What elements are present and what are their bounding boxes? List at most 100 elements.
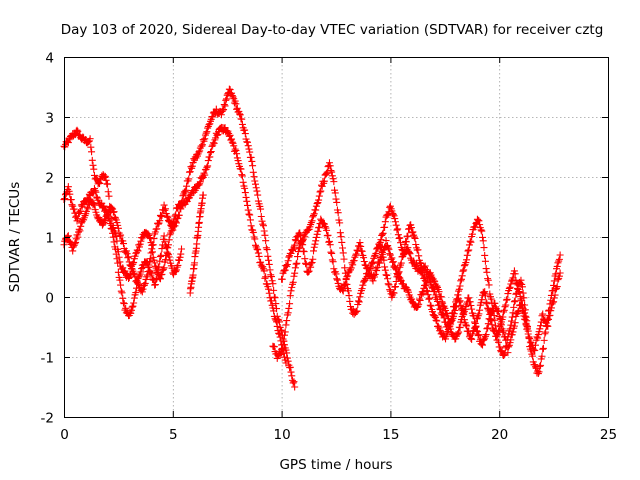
data-point <box>310 247 318 255</box>
data-point <box>479 288 487 296</box>
data-point <box>294 253 302 261</box>
data-point <box>226 131 234 139</box>
data-point <box>376 259 384 267</box>
data-point <box>265 260 273 268</box>
data-point <box>373 267 381 275</box>
data-point <box>474 332 482 340</box>
data-point <box>156 253 164 261</box>
data-point <box>203 128 211 136</box>
data-point <box>196 178 204 186</box>
data-point <box>107 224 115 232</box>
data-point <box>327 167 335 175</box>
data-point <box>174 261 182 269</box>
data-point <box>328 168 336 176</box>
data-point <box>385 281 393 289</box>
data-point <box>541 330 549 338</box>
data-point <box>262 237 270 245</box>
data-point <box>310 211 318 219</box>
data-point <box>279 341 287 349</box>
data-point <box>487 295 495 303</box>
x-axis-label: GPS time / hours <box>279 457 392 473</box>
data-point <box>154 220 162 228</box>
data-point <box>499 328 507 336</box>
data-point <box>148 269 156 277</box>
data-point <box>457 275 465 283</box>
data-point <box>177 250 185 258</box>
data-point <box>158 211 166 219</box>
data-point <box>148 248 156 256</box>
data-point <box>270 286 278 294</box>
data-point <box>138 234 146 242</box>
data-point <box>259 222 267 230</box>
data-point <box>282 261 290 269</box>
data-point <box>460 262 468 270</box>
data-point <box>506 283 514 291</box>
data-point <box>491 299 499 307</box>
x-tick-label: 10 <box>274 427 291 443</box>
data-point <box>299 241 307 249</box>
data-point <box>339 249 347 257</box>
data-point <box>263 246 271 254</box>
data-point <box>254 191 262 199</box>
data-point <box>384 280 392 288</box>
data-point <box>521 312 529 320</box>
data-point <box>195 181 203 189</box>
data-point <box>164 216 172 224</box>
data-point <box>178 245 186 253</box>
data-point <box>315 196 323 204</box>
data-point <box>298 237 306 245</box>
data-point <box>164 250 172 258</box>
data-point <box>166 256 174 264</box>
data-point <box>247 153 255 161</box>
data-point <box>110 238 118 246</box>
data-point <box>289 278 297 286</box>
y-axis-label: SDTVAR / TECUs <box>7 182 23 292</box>
data-point <box>433 317 441 325</box>
data-point <box>380 256 388 264</box>
data-point <box>124 254 132 262</box>
data-point <box>501 303 509 311</box>
data-point <box>360 278 368 286</box>
data-point <box>72 238 80 246</box>
data-point <box>531 341 539 349</box>
data-point <box>332 270 340 278</box>
data-point <box>241 184 249 192</box>
data-point <box>249 162 257 170</box>
data-point <box>111 245 119 253</box>
data-point <box>157 251 165 259</box>
data-point <box>283 317 291 325</box>
data-point <box>295 245 303 253</box>
data-point <box>415 300 423 308</box>
data-point <box>265 256 273 264</box>
data-point <box>114 259 122 267</box>
data-point <box>70 241 78 249</box>
data-point <box>312 206 320 214</box>
data-point <box>424 291 432 299</box>
data-point <box>69 247 77 255</box>
data-point <box>388 254 396 262</box>
data-point <box>261 231 269 239</box>
data-point <box>280 267 288 275</box>
data-point <box>268 277 276 285</box>
data-point <box>261 274 269 282</box>
data-point <box>395 268 403 276</box>
data-point <box>546 311 554 319</box>
data-point <box>172 267 180 275</box>
data-point <box>540 336 548 344</box>
data-point <box>284 257 292 265</box>
data-point <box>254 249 262 257</box>
data-point <box>518 283 526 291</box>
data-point <box>175 256 183 264</box>
data-point <box>203 163 211 171</box>
data-point <box>529 352 537 360</box>
data-point <box>296 231 304 239</box>
data-point <box>327 248 335 256</box>
data-point <box>148 245 156 253</box>
data-point <box>396 234 404 242</box>
data-point <box>455 285 463 293</box>
data-point <box>64 139 72 147</box>
data-point <box>364 265 372 273</box>
data-point <box>385 245 393 253</box>
data-point <box>391 264 399 272</box>
